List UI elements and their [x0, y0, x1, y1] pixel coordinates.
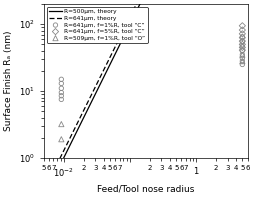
- R=641μm, f=5%R, tool “C”: [240, 49, 244, 52]
- R=641μm, f=5%R, tool “C”: [240, 29, 244, 32]
- R=641μm, f=1%R, tool “C”: [59, 94, 63, 97]
- R=641μm, f=5%R, tool “C”: [240, 40, 244, 43]
- R=641μm, f=1%R, tool “C”: [240, 53, 244, 56]
- R=641μm, f=1%R, tool “C”: [59, 78, 63, 81]
- R=641μm, f=5%R, tool “C”: [240, 24, 244, 27]
- R=641μm, f=1%R, tool “C”: [59, 91, 63, 94]
- R=641μm, f=1%R, tool “C”: [240, 45, 244, 48]
- R=641μm, f=1%R, tool “C”: [59, 98, 63, 101]
- R=641μm, f=1%R, tool “C”: [240, 40, 244, 43]
- R=509μm, f=1%R, tool “O”: [240, 60, 244, 63]
- Y-axis label: Surface Finish Rₐ (nm): Surface Finish Rₐ (nm): [4, 31, 13, 131]
- R=641μm, f=5%R, tool “C”: [240, 43, 244, 46]
- R=641μm, f=1%R, tool “C”: [240, 57, 244, 60]
- X-axis label: Feed/Tool nose radius: Feed/Tool nose radius: [97, 185, 194, 194]
- Line: R=641μm, theory: R=641μm, theory: [37, 0, 248, 198]
- R=641μm, f=5%R, tool “C”: [240, 36, 244, 39]
- R=509μm, f=1%R, tool “O”: [240, 53, 244, 56]
- R=641μm, f=1%R, tool “C”: [59, 82, 63, 85]
- R=641μm, f=5%R, tool “C”: [240, 46, 244, 49]
- R=641μm, f=1%R, tool “C”: [240, 35, 244, 38]
- R=641μm, f=1%R, tool “C”: [240, 60, 244, 63]
- R=641μm, f=1%R, tool “C”: [240, 63, 244, 66]
- Line: R=500μm, theory: R=500μm, theory: [37, 0, 248, 198]
- Legend: R=500μm, theory, R=641μm, theory, R=641μm, f=1%R, tool “C”, R=641μm, f=5%R, tool: R=500μm, theory, R=641μm, theory, R=641μ…: [47, 7, 148, 43]
- R=641μm, f=5%R, tool “C”: [240, 32, 244, 35]
- R=641μm, f=1%R, tool “C”: [240, 49, 244, 52]
- R=641μm, f=1%R, tool “C”: [59, 87, 63, 90]
- R=509μm, f=1%R, tool “O”: [59, 123, 63, 126]
- R=509μm, f=1%R, tool “O”: [59, 138, 63, 141]
